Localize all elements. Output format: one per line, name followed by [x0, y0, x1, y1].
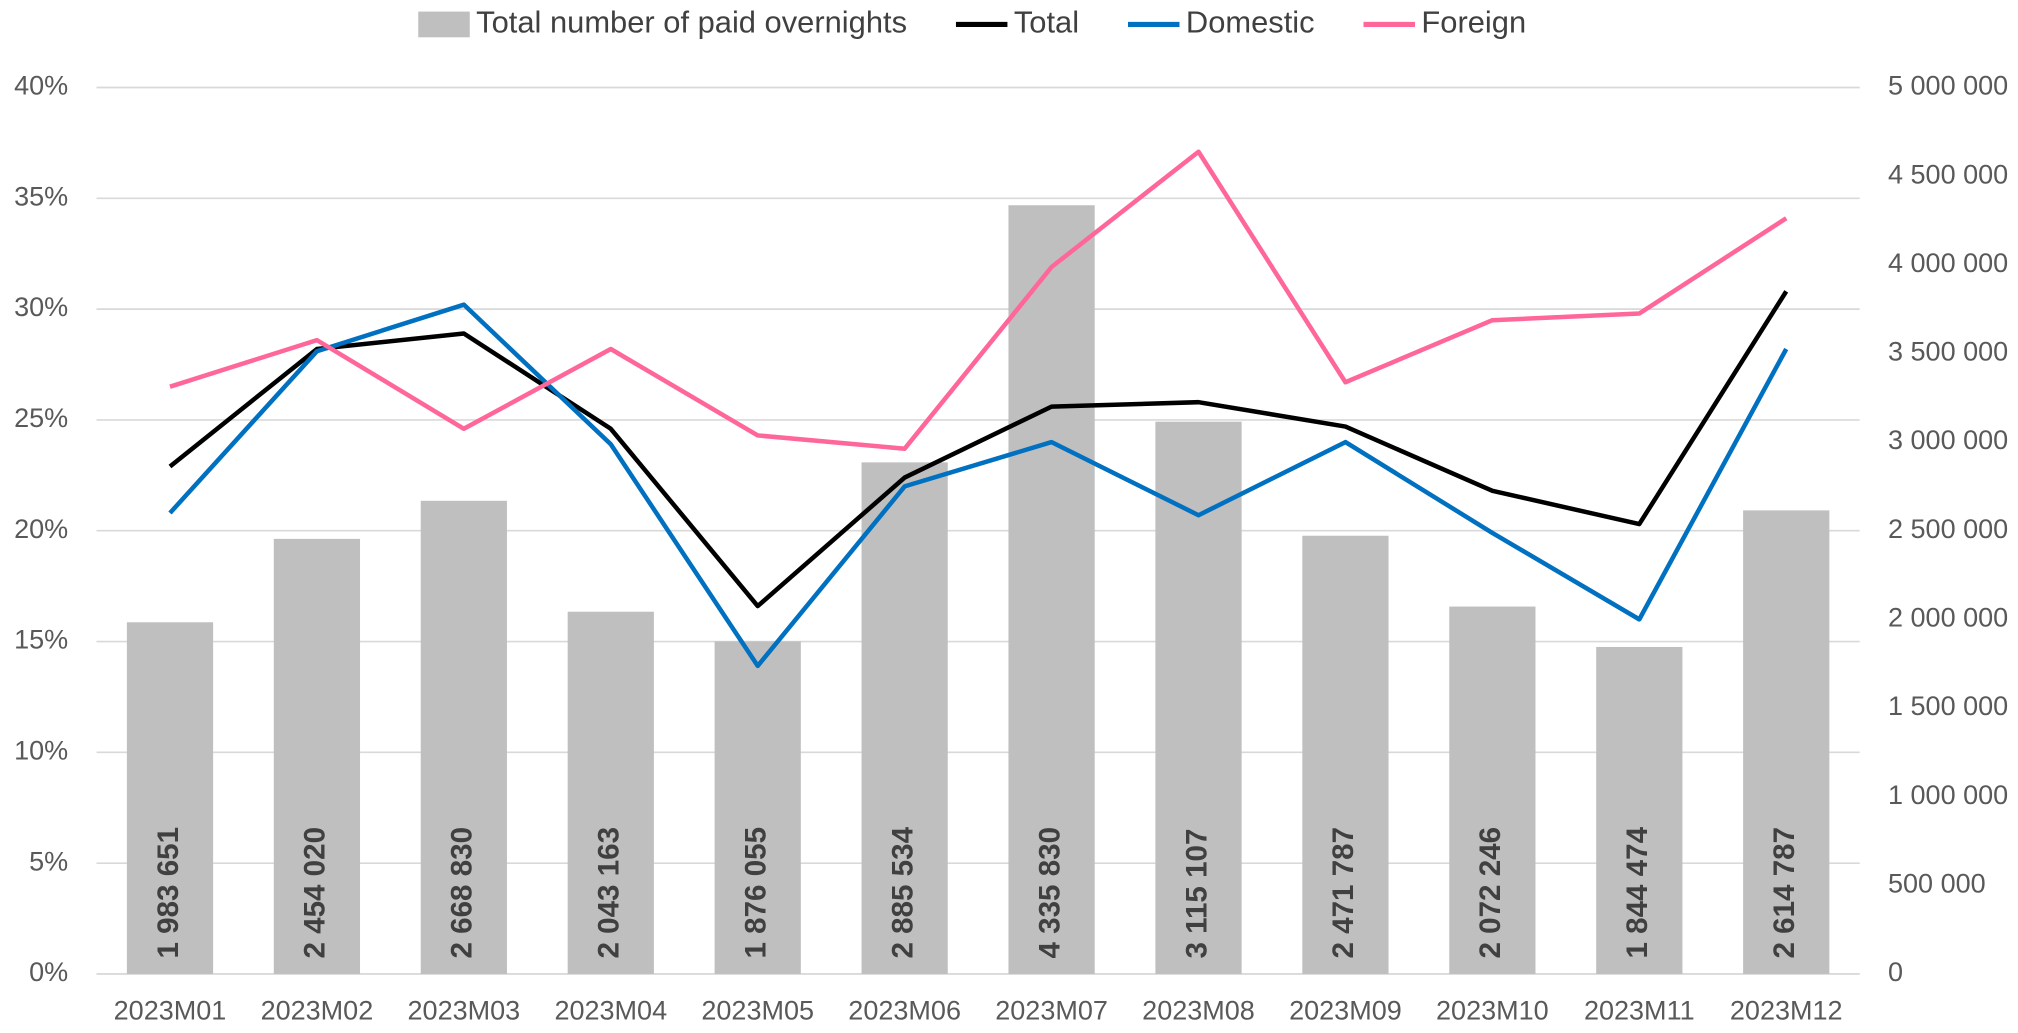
x-tick-label: 2023M12 — [1730, 996, 1843, 1026]
x-tick-label: 2023M03 — [408, 996, 521, 1026]
bar — [420, 500, 507, 974]
bar-value-label: 2 043 163 — [593, 827, 626, 959]
y-tick-label: 15% — [14, 625, 68, 655]
legend-swatch — [418, 11, 470, 38]
y-tick-label: 5% — [29, 846, 68, 876]
x-tick-label: 2023M02 — [261, 996, 374, 1026]
y2-tick-label: 2 000 000 — [1888, 603, 2008, 633]
bar-value-label: 2 471 787 — [1327, 827, 1360, 959]
bar-value-label: 1 983 651 — [152, 827, 185, 959]
line-series — [168, 302, 1789, 669]
y-tick-label: 40% — [14, 71, 68, 101]
bar — [567, 611, 654, 974]
bar — [1743, 510, 1830, 974]
x-tick-label: 2023M09 — [1289, 996, 1402, 1026]
x-tick-label: 2023M07 — [995, 996, 1108, 1026]
bar — [861, 462, 948, 974]
y-tick-label: 20% — [14, 514, 68, 544]
x-tick-label: 2023M08 — [1142, 996, 1255, 1026]
x-tick-label: 2023M11 — [1584, 996, 1695, 1026]
y2-tick-label: 0 — [1888, 957, 1903, 987]
line-series — [169, 149, 1788, 451]
x-tick-label: 2023M06 — [848, 996, 961, 1026]
y-tick-label: 35% — [14, 181, 68, 211]
y2-tick-label: 1 000 000 — [1888, 780, 2008, 810]
bar-value-label: 2 885 534 — [886, 826, 919, 958]
bar-value-label: 2 668 830 — [446, 827, 479, 959]
legend-label: Total — [1014, 5, 1079, 40]
legend-label: Total number of paid overnights — [476, 5, 907, 40]
x-tick-label: 2023M01 — [114, 996, 227, 1026]
y2-tick-label: 1 500 000 — [1888, 691, 2008, 721]
legend-label: Foreign — [1421, 5, 1526, 40]
y2-tick-label: 500 000 — [1888, 868, 1986, 898]
bar-value-label: 3 115 107 — [1180, 829, 1213, 959]
y2-tick-label: 5 000 000 — [1888, 71, 2008, 101]
y-tick-label: 25% — [14, 403, 68, 433]
x-tick-label: 2023M05 — [701, 996, 814, 1026]
bar-value-label: 1 876 055 — [740, 827, 773, 959]
x-tick-label: 2023M04 — [554, 996, 667, 1026]
bar-value-label: 1 844 474 — [1621, 826, 1654, 958]
y-tick-label: 30% — [14, 292, 68, 322]
y2-tick-label: 2 500 000 — [1888, 514, 2008, 544]
bar-value-label: 2 072 246 — [1474, 827, 1507, 959]
bar — [714, 641, 801, 974]
bar — [273, 538, 361, 974]
bar-value-label: 4 335 830 — [1033, 827, 1066, 959]
x-tick-label: 2023M10 — [1436, 996, 1549, 1026]
bar — [1008, 205, 1095, 974]
line-series — [168, 290, 1789, 609]
bar-value-label: 2 454 020 — [299, 827, 332, 959]
bar — [1596, 646, 1683, 974]
y-tick-label: 10% — [14, 735, 68, 765]
y2-tick-label: 3 500 000 — [1888, 337, 2008, 367]
legend-label: Domestic — [1186, 5, 1315, 40]
bar — [1302, 535, 1389, 974]
y2-tick-label: 3 000 000 — [1888, 425, 2008, 455]
bar — [126, 622, 214, 974]
y-tick-label: 0% — [29, 957, 68, 987]
y2-tick-label: 4 500 000 — [1888, 159, 2008, 189]
bar — [1449, 606, 1536, 974]
bar-value-label: 2 614 787 — [1768, 827, 1801, 959]
y2-tick-label: 4 000 000 — [1888, 248, 2008, 278]
